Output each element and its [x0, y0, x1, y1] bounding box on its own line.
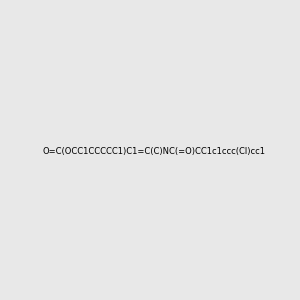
- Text: O=C(OCC1CCCCC1)C1=C(C)NC(=O)CC1c1ccc(Cl)cc1: O=C(OCC1CCCCC1)C1=C(C)NC(=O)CC1c1ccc(Cl)…: [42, 147, 265, 156]
